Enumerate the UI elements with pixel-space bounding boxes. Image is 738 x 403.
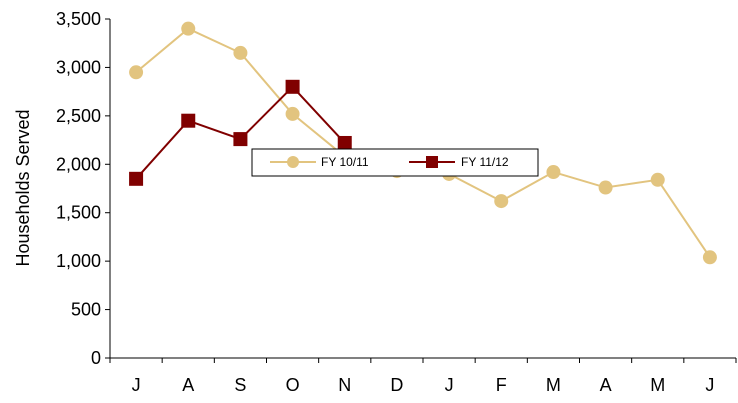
y-tick-label: 1,000: [56, 251, 101, 271]
series-line-0: [135, 27, 711, 258]
y-tick-label: 1,500: [56, 203, 101, 223]
legend-label-fy-11-12: FY 11/12: [461, 155, 509, 169]
x-tick-label: D: [390, 375, 403, 395]
data-point: [181, 113, 196, 128]
legend-label-fy-10-11: FY 10/11: [321, 155, 369, 169]
x-tick-label: S: [234, 375, 246, 395]
data-point: [494, 194, 509, 209]
legend-marker-fy-10-11: [287, 156, 299, 168]
y-tick-label: 500: [71, 300, 101, 320]
x-tick-label: J: [705, 375, 714, 395]
data-point: [129, 171, 144, 186]
data-point: [337, 135, 352, 150]
data-point: [285, 79, 300, 94]
x-tick-label: O: [286, 375, 300, 395]
data-point: [650, 172, 665, 187]
x-tick-label: M: [650, 375, 665, 395]
y-axis: 0 500 1,000 1,500 2,000 2,500 3,000 3,500: [56, 9, 111, 368]
data-point: [233, 45, 248, 60]
data-point: [129, 65, 144, 80]
data-point: [702, 250, 717, 265]
y-tick-label: 3,500: [56, 9, 101, 29]
legend-marker-fy-11-12: [426, 156, 438, 168]
x-tick-label: J: [132, 375, 141, 395]
data-point: [233, 132, 248, 147]
data-point: [598, 180, 613, 195]
x-tick-label: A: [600, 375, 612, 395]
data-point: [546, 165, 561, 180]
x-tick-label: N: [338, 375, 351, 395]
series-lines: [135, 27, 711, 258]
x-tick-label: A: [182, 375, 194, 395]
y-tick-label: 2,500: [56, 106, 101, 126]
x-tick-label: M: [546, 375, 561, 395]
x-tick-label: F: [496, 375, 507, 395]
y-tick-label: 2,000: [56, 154, 101, 174]
data-point: [285, 106, 300, 121]
y-tick-label: 3,000: [56, 57, 101, 77]
legend: FY 10/11 FY 11/12: [251, 148, 539, 177]
y-tick-label: 0: [91, 348, 101, 368]
x-tick-label: J: [445, 375, 454, 395]
y-axis-title: Households Served: [13, 109, 33, 266]
series-markers: [129, 21, 717, 265]
data-point: [181, 21, 196, 36]
